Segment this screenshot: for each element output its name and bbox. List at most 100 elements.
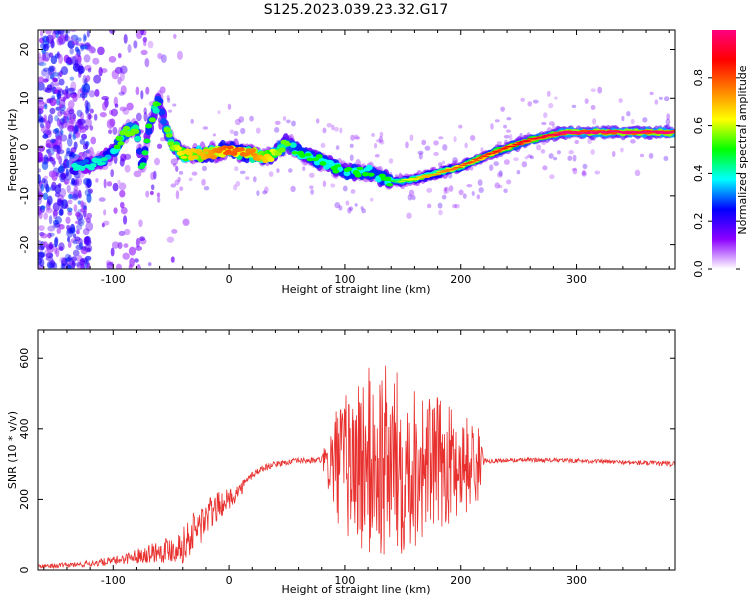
noise-blob — [65, 93, 71, 99]
ridge-blob — [122, 125, 130, 131]
spectrogram-ylabel: Frequency (Hz) — [6, 109, 19, 192]
noise-blob — [52, 72, 60, 77]
snr-xtick-label: 0 — [226, 574, 233, 587]
spectrogram-plot-area — [38, 30, 675, 269]
noise-blob — [540, 149, 546, 154]
noise-blob — [361, 208, 366, 214]
snr-ylabel: SNR (10 * v/v) — [6, 411, 19, 489]
ridge-blob — [463, 163, 471, 165]
noise-blob — [217, 110, 221, 115]
noise-blob — [498, 184, 503, 189]
noise-blob — [112, 182, 119, 192]
noise-blob — [77, 189, 82, 198]
noise-blob — [52, 209, 59, 217]
noise-blob — [584, 98, 589, 104]
noise-blob — [70, 81, 77, 91]
noise-blob — [39, 258, 45, 267]
noise-blob — [38, 61, 47, 67]
noise-blob — [252, 176, 257, 183]
noise-blob — [418, 152, 423, 160]
noise-blob — [61, 199, 69, 210]
noise-blob — [597, 86, 603, 94]
noise-blob — [93, 74, 102, 84]
noise-blob — [83, 54, 91, 63]
noise-blob — [57, 71, 61, 80]
noise-blob — [43, 114, 48, 124]
ridge-blob — [367, 172, 375, 177]
ridge-blob — [354, 172, 362, 178]
noise-blob — [282, 116, 287, 121]
ridge-blob — [345, 166, 353, 172]
ridge-blob — [389, 180, 397, 182]
ridge-blob — [115, 135, 123, 142]
ridge-blob — [82, 159, 90, 164]
noise-blob — [84, 244, 93, 253]
noise-blob — [86, 262, 91, 269]
noise-blob — [47, 113, 54, 124]
noise-blob — [119, 189, 126, 198]
noise-blob — [103, 178, 107, 189]
noise-blob — [82, 133, 87, 139]
noise-blob — [84, 118, 93, 128]
noise-blob — [72, 93, 78, 102]
noise-blob — [113, 207, 118, 214]
noise-blob — [407, 194, 413, 201]
noise-blob — [57, 30, 65, 36]
ridge-blob — [591, 132, 599, 135]
noise-blob — [88, 112, 92, 120]
noise-blob — [58, 96, 66, 102]
colorbar-label: Normalized spectral amplitude — [736, 65, 749, 234]
noise-blob — [612, 150, 616, 157]
noise-blob — [70, 36, 74, 42]
noise-blob — [67, 236, 71, 243]
noise-blob — [503, 134, 510, 139]
noise-blob — [582, 163, 588, 170]
noise-blob — [39, 123, 45, 129]
noise-blob — [78, 118, 86, 125]
snr-panel: -100 0 100 200 300 0 200 400 600 Height of strai… — [6, 329, 676, 596]
noise-blob — [590, 149, 595, 155]
noise-blob — [345, 200, 350, 206]
noise-blob — [64, 180, 68, 186]
noise-blob — [373, 143, 378, 149]
ridge-blob — [525, 140, 533, 142]
noise-blob — [171, 229, 178, 234]
noise-blob — [489, 164, 494, 171]
ridge-blob — [100, 157, 108, 162]
ridge-blob — [78, 165, 86, 171]
noise-blob — [375, 138, 382, 143]
noise-blob — [665, 118, 671, 126]
noise-blob — [572, 167, 578, 175]
noise-blob — [170, 256, 175, 263]
noise-blob — [144, 57, 150, 68]
noise-blob — [38, 225, 45, 231]
noise-blob — [338, 205, 343, 211]
noise-blob — [553, 156, 558, 161]
colorbar-tick-label: 0.4 — [692, 165, 705, 183]
noise-blob — [238, 116, 245, 123]
noise-blob — [168, 109, 173, 113]
noise-blob — [86, 101, 91, 112]
noise-blob — [117, 52, 122, 59]
noise-blob — [302, 166, 306, 171]
noise-blob — [59, 33, 67, 39]
ridge-blob — [210, 154, 218, 160]
noise-blob — [149, 190, 154, 196]
ridge-blob — [95, 158, 103, 163]
noise-blob — [127, 44, 132, 53]
noise-blob — [122, 252, 130, 260]
snr-xlabel: Height of straight line (km) — [281, 583, 430, 596]
ridge-blob — [567, 132, 575, 134]
noise-blob — [506, 129, 511, 133]
noise-blob — [140, 49, 148, 56]
noise-blob — [74, 53, 80, 61]
colorbar-tick-label: 0.0 — [692, 260, 705, 278]
noise-blob — [45, 207, 53, 214]
noise-blob — [542, 165, 548, 171]
noise-blob — [453, 136, 457, 143]
noise-blob — [330, 183, 336, 188]
noise-blob — [54, 237, 59, 248]
noise-blob — [590, 88, 596, 93]
ridge-blob — [132, 128, 140, 134]
